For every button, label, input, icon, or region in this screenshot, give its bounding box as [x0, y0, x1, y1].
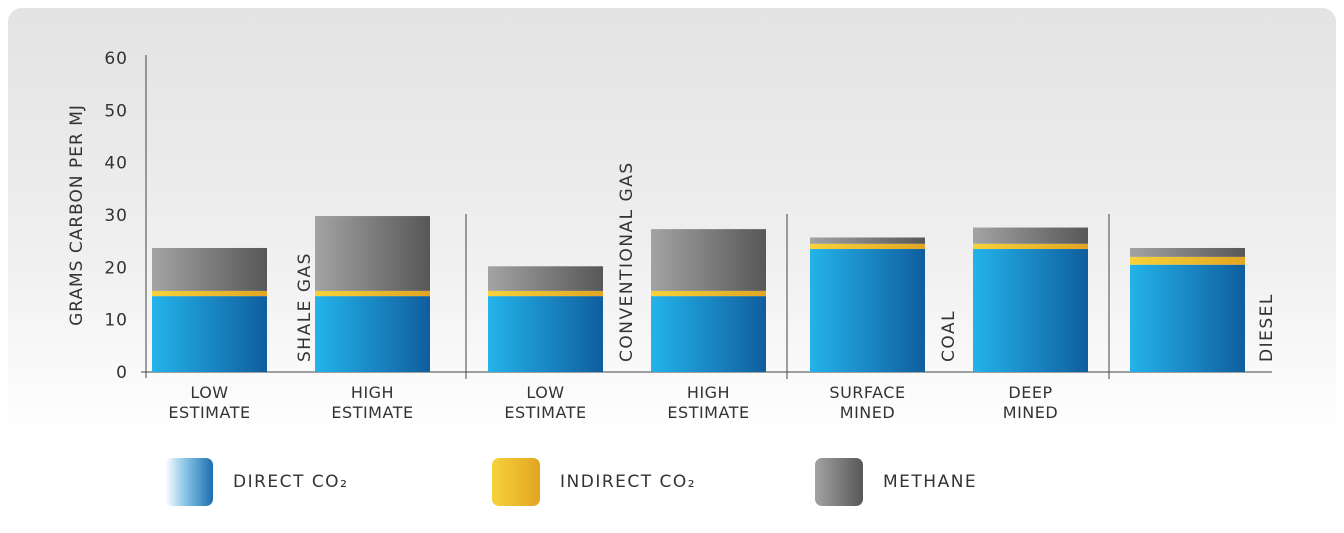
- y-tick-label: 50: [104, 101, 128, 121]
- x-category-label: HIGH: [687, 383, 730, 402]
- bar-segment-methane: [315, 216, 430, 291]
- y-tick-label: 30: [104, 206, 128, 226]
- bar-segment-indirect-co2: [651, 290, 766, 297]
- y-tick-label: 20: [104, 258, 128, 278]
- bar-segment-direct-co2: [1130, 264, 1245, 372]
- x-category-label: LOW: [190, 383, 228, 402]
- x-category-label: ESTIMATE: [331, 403, 413, 422]
- x-category-label: ESTIMATE: [504, 403, 586, 422]
- x-category-label: MINED: [1003, 403, 1058, 422]
- x-category-label: MINED: [840, 403, 895, 422]
- bar-segment-indirect-co2: [152, 290, 267, 297]
- bar-segment-indirect-co2: [1130, 256, 1245, 265]
- group-label: CONVENTIONAL GAS: [617, 161, 637, 362]
- bar-segment-indirect-co2: [488, 290, 603, 297]
- group-label: COAL: [939, 310, 959, 362]
- bar-segment-direct-co2: [488, 296, 603, 372]
- x-category-label: ESTIMATE: [168, 403, 250, 422]
- bar-segment-methane: [651, 229, 766, 291]
- bar-segment-direct-co2: [152, 296, 267, 372]
- bar-segment-direct-co2: [651, 296, 766, 372]
- x-category-label: SURFACE: [829, 383, 905, 402]
- y-tick-label: 10: [104, 311, 128, 331]
- x-category-label: HIGH: [351, 383, 394, 402]
- bar-segment-direct-co2: [973, 249, 1088, 372]
- bar-segment-direct-co2: [315, 296, 430, 372]
- bar-segment-methane: [810, 237, 925, 244]
- y-tick-label: 60: [104, 49, 128, 69]
- bar-segment-indirect-co2: [973, 243, 1088, 250]
- bar-segment-indirect-co2: [315, 290, 430, 297]
- bar-segment-methane: [152, 247, 267, 291]
- bar-segment-methane: [488, 266, 603, 291]
- bar-segment-methane: [973, 227, 1088, 244]
- x-category-label: ESTIMATE: [667, 403, 749, 422]
- group-label: SHALE GAS: [295, 252, 315, 362]
- group-label: DIESEL: [1257, 293, 1277, 362]
- x-category-label: DEEP: [1008, 383, 1052, 402]
- x-category-label: LOW: [526, 383, 564, 402]
- y-tick-label: 0: [116, 363, 128, 383]
- bar-segment-indirect-co2: [810, 243, 925, 250]
- bar-segment-direct-co2: [810, 249, 925, 372]
- y-tick-label: 40: [104, 154, 128, 174]
- bar-segment-methane: [1130, 247, 1245, 257]
- y-axis-title: GRAMS CARBON PER MJ: [67, 104, 87, 326]
